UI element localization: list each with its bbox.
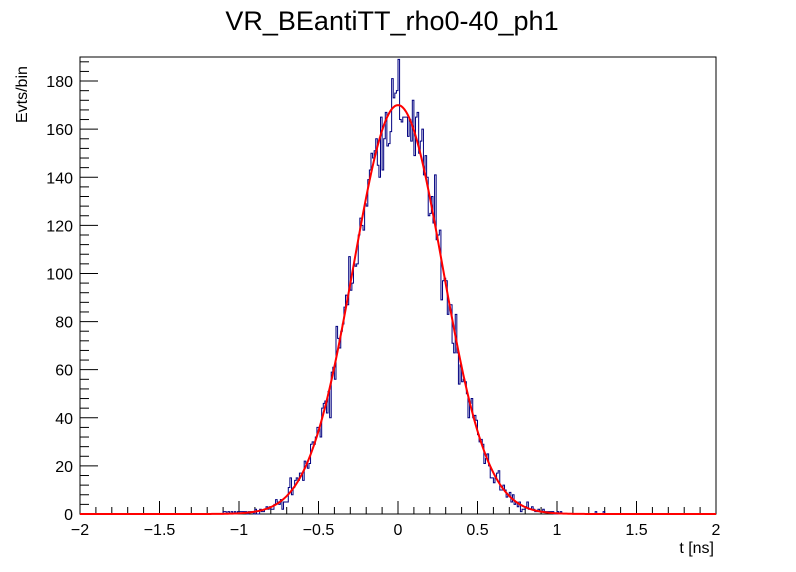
y-tick-label: 60 <box>55 363 73 380</box>
x-tick-label: 1 <box>553 522 562 539</box>
x-tick-label: 0 <box>394 522 403 539</box>
y-tick-label: 160 <box>46 122 73 139</box>
y-tick-label: 140 <box>46 170 73 187</box>
x-tick-label: −1 <box>230 522 248 539</box>
fit-curve-series <box>80 104 716 515</box>
x-tick-label: 2 <box>712 522 721 539</box>
y-tick-label: 0 <box>64 507 73 524</box>
y-tick-label: 20 <box>55 459 73 476</box>
x-tick-label: −1.5 <box>144 522 176 539</box>
x-axis: −2 −1.5 −1 −0.5 0 0.5 1 1.5 2 <box>71 501 721 539</box>
y-tick-label: 120 <box>46 218 73 235</box>
x-axis-title: t [ns] <box>679 540 714 557</box>
x-tick-label: −2 <box>71 522 89 539</box>
y-tick-label: 40 <box>55 411 73 428</box>
y-axis: 0 20 40 60 80 100 120 140 160 180 <box>46 61 98 524</box>
x-tick-label: −0.5 <box>303 522 335 539</box>
y-axis-title: Evts/bin <box>14 66 31 123</box>
x-tick-label: 1.5 <box>625 522 647 539</box>
y-tick-label: 180 <box>46 74 73 91</box>
y-tick-label: 100 <box>46 266 73 283</box>
y-tick-label: 80 <box>55 315 73 332</box>
fit-curve <box>80 104 716 515</box>
x-tick-label: 0.5 <box>466 522 488 539</box>
chart-title: VR_BEantiTT_rho0-40_ph1 <box>225 6 558 36</box>
